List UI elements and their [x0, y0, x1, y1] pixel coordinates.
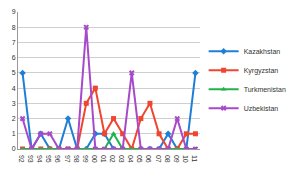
svg-text:1: 1 [12, 130, 16, 137]
svg-text:Kazakhstan: Kazakhstan [244, 48, 281, 55]
svg-text:00: 00 [91, 155, 98, 163]
svg-text:Turkmenistan: Turkmenistan [244, 86, 286, 93]
svg-text:08: 08 [164, 155, 171, 163]
svg-text:0: 0 [12, 145, 16, 152]
svg-text:9: 9 [12, 8, 16, 15]
svg-text:5: 5 [12, 69, 16, 76]
svg-text:97: 97 [64, 155, 71, 163]
svg-text:94: 94 [36, 155, 43, 163]
svg-text:Kyrgyzstan: Kyrgyzstan [244, 67, 279, 75]
svg-text:05: 05 [136, 155, 143, 163]
svg-text:04: 04 [127, 155, 134, 163]
svg-text:92: 92 [18, 155, 25, 163]
svg-text:4: 4 [12, 85, 16, 92]
svg-text:06: 06 [145, 155, 152, 163]
svg-text:99: 99 [82, 155, 89, 163]
svg-text:10: 10 [182, 155, 189, 163]
svg-text:09: 09 [173, 155, 180, 163]
svg-text:95: 95 [45, 155, 52, 163]
svg-text:07: 07 [155, 155, 162, 163]
svg-text:03: 03 [118, 155, 125, 163]
svg-text:7: 7 [12, 39, 16, 46]
svg-text:01: 01 [100, 155, 107, 163]
svg-text:02: 02 [109, 155, 116, 163]
svg-text:6: 6 [12, 54, 16, 61]
svg-text:Uzbekistan: Uzbekistan [244, 105, 279, 112]
svg-text:3: 3 [12, 100, 16, 107]
svg-text:93: 93 [27, 155, 34, 163]
svg-text:11: 11 [191, 155, 198, 162]
svg-text:2: 2 [12, 115, 16, 122]
svg-text:96: 96 [54, 155, 61, 163]
svg-text:8: 8 [12, 24, 16, 31]
svg-text:98: 98 [73, 155, 80, 163]
